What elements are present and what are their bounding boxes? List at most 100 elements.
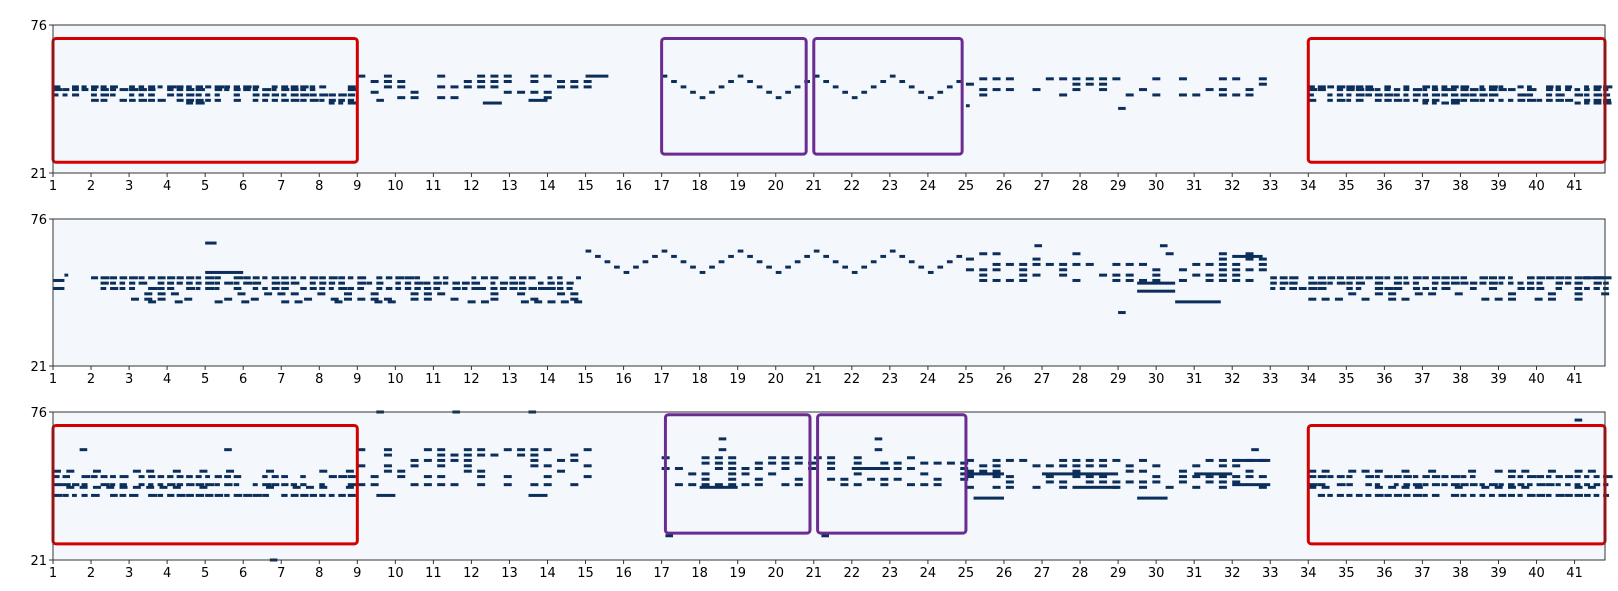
note	[395, 276, 405, 280]
note	[374, 300, 383, 304]
note	[450, 297, 459, 301]
note	[1593, 101, 1602, 105]
note	[1321, 469, 1330, 473]
note	[233, 483, 240, 487]
note	[1536, 276, 1546, 280]
note	[214, 85, 225, 89]
note	[1308, 483, 1318, 487]
note	[271, 286, 280, 290]
note	[1555, 85, 1561, 89]
note	[119, 493, 127, 497]
x-tick-label: 36	[1376, 372, 1393, 387]
note	[262, 98, 269, 102]
note	[1336, 281, 1346, 285]
note	[1152, 464, 1161, 468]
note	[1450, 93, 1459, 97]
note	[129, 493, 139, 497]
note	[688, 483, 697, 487]
note	[294, 300, 303, 304]
note	[205, 281, 215, 285]
highlight-box-motif	[663, 413, 812, 535]
note	[224, 297, 233, 301]
note	[1555, 475, 1563, 479]
note	[1348, 469, 1357, 473]
note	[842, 265, 849, 269]
note	[266, 485, 275, 489]
x-tick-label: 23	[882, 372, 899, 387]
note	[530, 464, 539, 468]
note	[423, 292, 432, 296]
note	[992, 77, 1001, 81]
note	[927, 96, 934, 100]
plot-frame	[52, 218, 1606, 367]
note	[1152, 480, 1161, 484]
note	[880, 254, 887, 258]
x-tick-label: 14	[539, 179, 556, 194]
note	[214, 493, 224, 497]
note	[1431, 101, 1437, 105]
note	[410, 464, 419, 468]
note	[965, 104, 970, 108]
note	[344, 297, 352, 301]
note	[965, 257, 974, 261]
note	[157, 292, 166, 296]
x-tick-label: 29	[1110, 566, 1127, 581]
note	[338, 93, 347, 97]
note	[81, 85, 87, 89]
note	[205, 483, 215, 487]
note	[1536, 475, 1545, 479]
note	[437, 85, 446, 89]
note	[1388, 485, 1397, 489]
note	[1494, 469, 1503, 473]
note	[1546, 493, 1552, 497]
note	[91, 276, 99, 280]
note	[423, 297, 432, 301]
note	[262, 93, 270, 97]
note	[1574, 418, 1583, 422]
note	[1137, 281, 1176, 285]
note	[1218, 77, 1227, 81]
x-tick-label: 28	[1072, 372, 1089, 387]
note	[290, 493, 299, 497]
note	[1361, 469, 1370, 473]
x-tick-label: 6	[239, 372, 247, 387]
note	[1327, 93, 1333, 97]
note	[214, 286, 220, 290]
note	[1431, 88, 1439, 92]
note	[1431, 281, 1439, 285]
note	[918, 90, 925, 94]
note	[992, 458, 1001, 462]
note	[946, 260, 953, 264]
note	[1403, 475, 1412, 479]
x-tick-label: 16	[615, 566, 632, 581]
note	[224, 88, 230, 92]
note	[1555, 281, 1563, 285]
note	[528, 98, 548, 102]
note	[1072, 77, 1081, 81]
note	[271, 98, 278, 102]
note	[442, 281, 449, 285]
note	[570, 483, 579, 487]
x-tick-label: 15	[577, 566, 594, 581]
note	[157, 286, 165, 290]
note	[832, 260, 839, 264]
note	[1584, 475, 1590, 479]
note	[1042, 472, 1119, 476]
note	[1059, 268, 1068, 272]
note	[490, 453, 499, 457]
x-tick-label: 15	[577, 179, 594, 194]
note	[557, 469, 566, 473]
note	[1374, 98, 1382, 102]
note	[1045, 77, 1054, 81]
note	[754, 461, 763, 465]
note	[1205, 475, 1214, 479]
note	[205, 276, 215, 280]
note	[1441, 281, 1450, 285]
note	[233, 98, 241, 102]
note	[1587, 485, 1596, 489]
note	[385, 286, 393, 290]
x-tick-label: 8	[315, 372, 323, 387]
note	[1072, 278, 1081, 282]
note	[543, 90, 552, 94]
note	[195, 101, 205, 105]
